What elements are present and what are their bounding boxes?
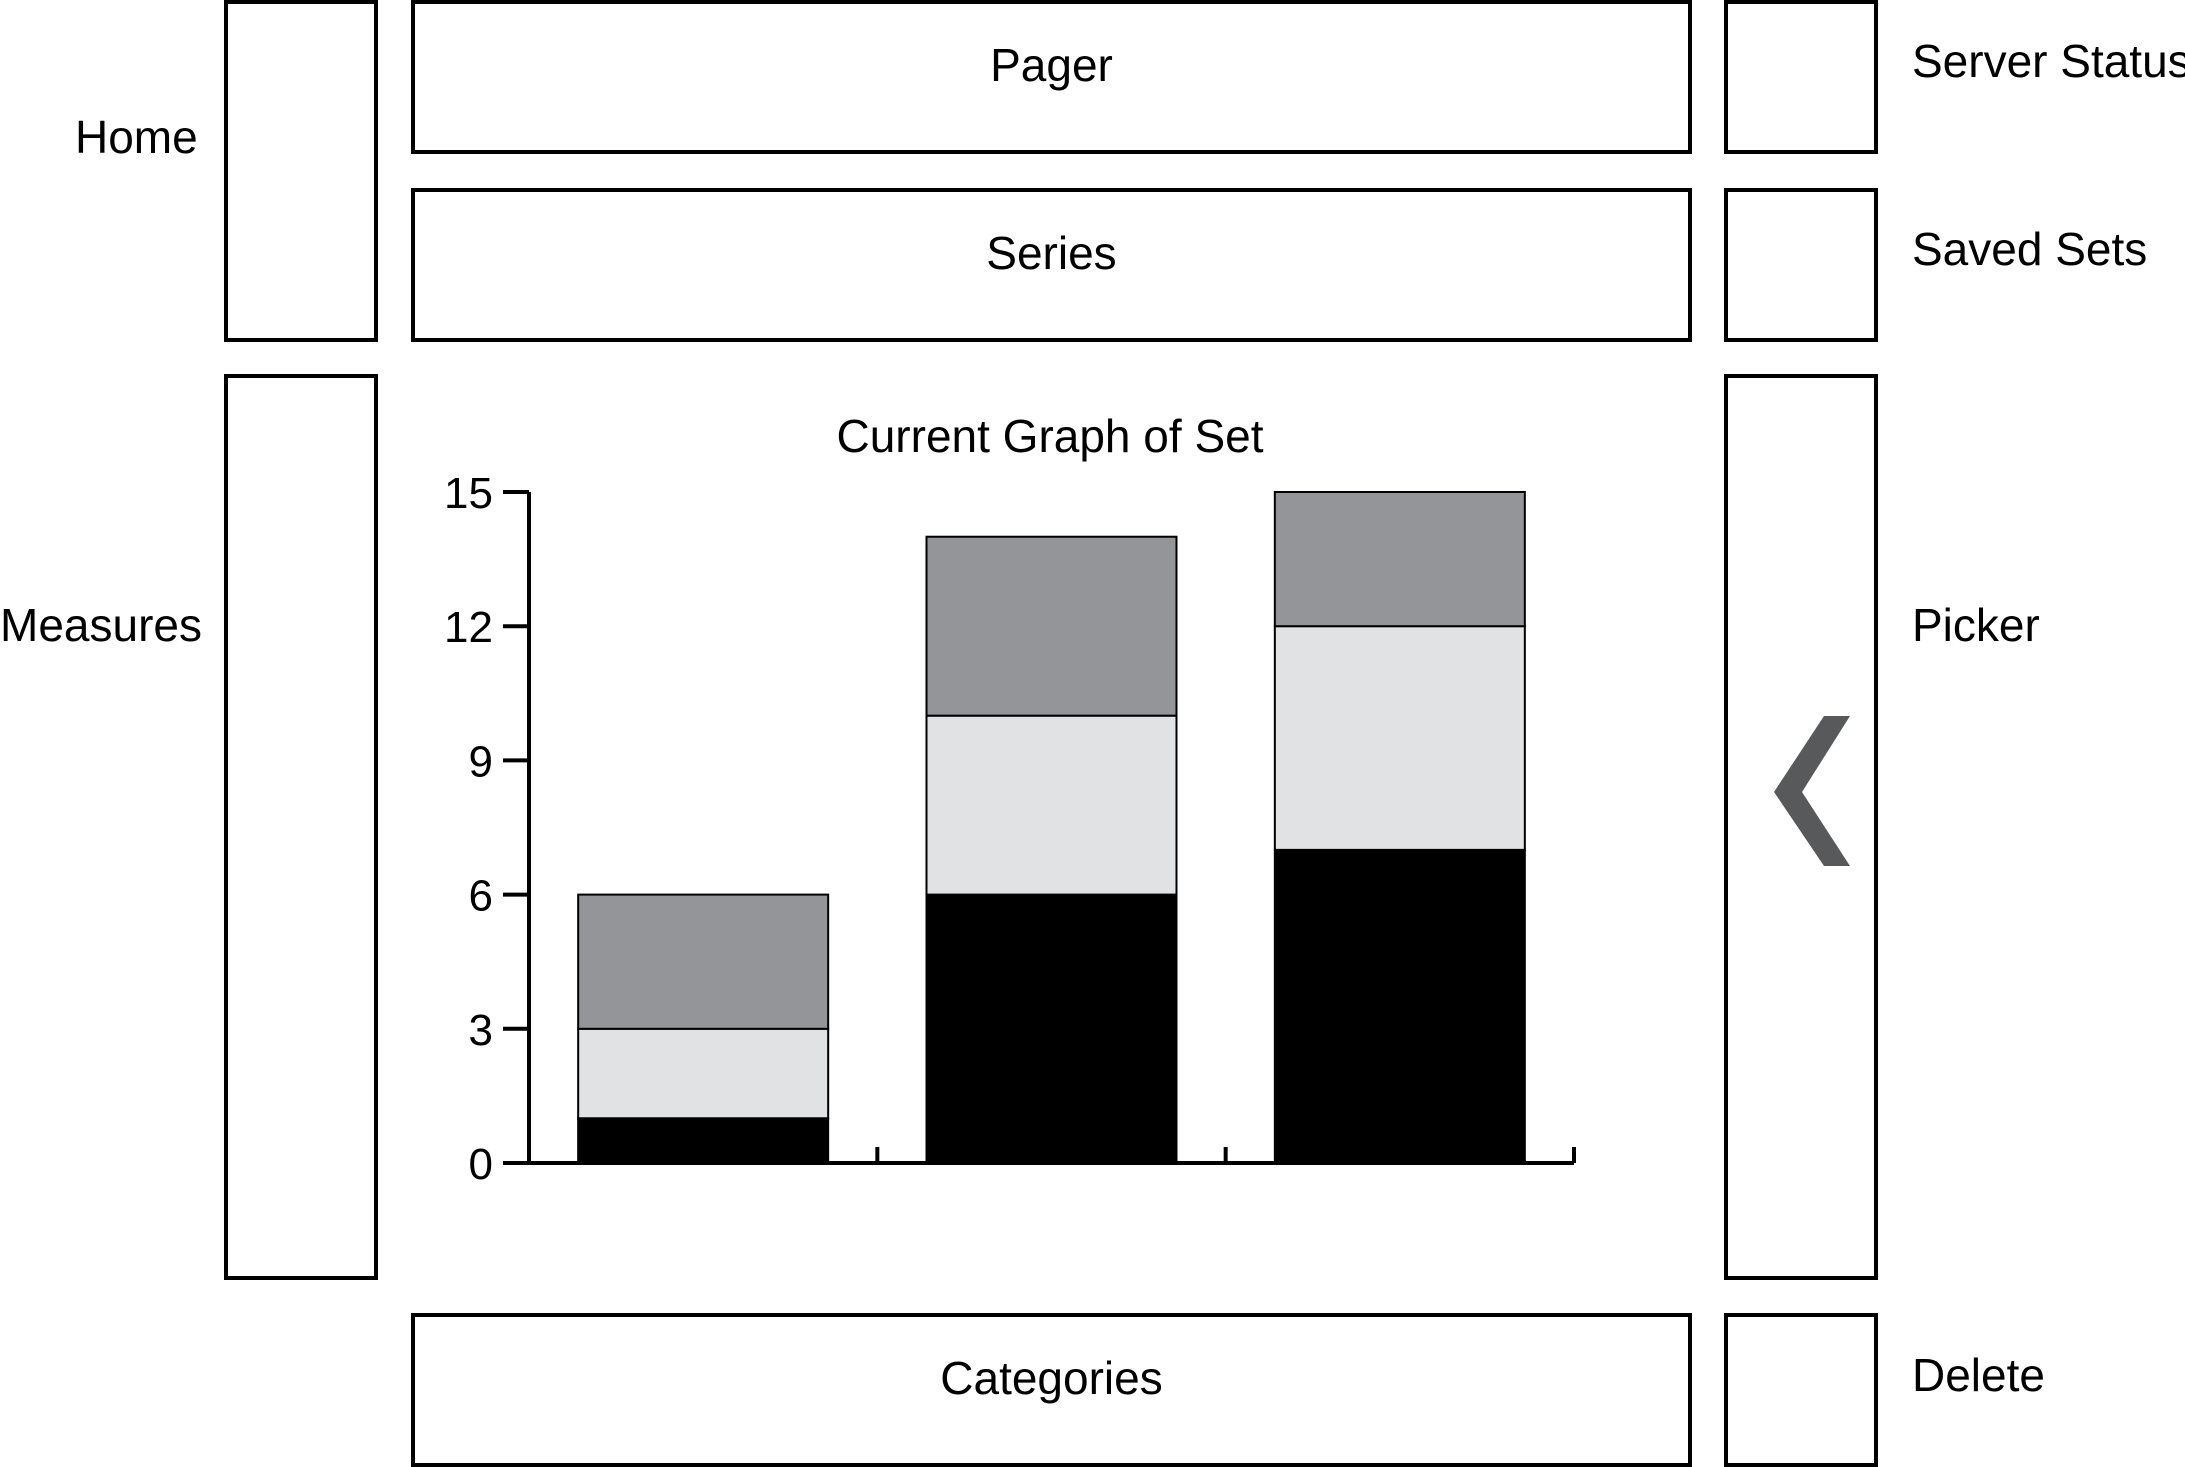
- server-status-label: Server Status: [1912, 35, 2185, 87]
- picker-panel[interactable]: [1724, 374, 1878, 1280]
- home-label: Home: [75, 111, 198, 163]
- bar-segment: [577, 893, 830, 1030]
- categories-label: Categories: [940, 1352, 1163, 1404]
- series-label: Series: [986, 227, 1117, 279]
- chevron-left-icon[interactable]: [1756, 716, 1856, 876]
- delete-label: Delete: [1912, 1349, 2045, 1401]
- pager-label: Pager: [990, 39, 1113, 91]
- y-tick-label: 12: [444, 603, 493, 652]
- series-panel[interactable]: Series: [411, 188, 1692, 342]
- y-tick-label: 15: [444, 469, 493, 518]
- bar-segment: [577, 1027, 830, 1120]
- bar-segment: [925, 893, 1178, 1164]
- chart-title: Current Graph of Set: [837, 410, 1264, 462]
- home-panel[interactable]: [224, 0, 378, 342]
- delete-panel[interactable]: [1724, 1313, 1878, 1467]
- saved-sets-panel[interactable]: [1724, 188, 1878, 342]
- y-tick-label: 3: [469, 1006, 493, 1055]
- bar-segment: [1273, 625, 1526, 851]
- pager-panel[interactable]: Pager: [411, 0, 1692, 154]
- bar-segment: [925, 714, 1178, 896]
- measures-label: Measures: [0, 599, 202, 651]
- measures-panel[interactable]: [224, 374, 378, 1280]
- server-status-panel[interactable]: [1724, 0, 1878, 154]
- categories-panel[interactable]: Categories: [411, 1313, 1692, 1467]
- bar-segment: [1273, 848, 1526, 1164]
- bar-segment: [925, 535, 1178, 717]
- chevron-shape: [1774, 716, 1850, 866]
- picker-label: Picker: [1912, 599, 2040, 651]
- bar-segment: [1273, 491, 1526, 628]
- y-tick-label: 6: [469, 872, 493, 921]
- y-tick-label: 9: [469, 737, 493, 786]
- saved-sets-label: Saved Sets: [1912, 223, 2148, 275]
- bar-segment: [577, 1117, 830, 1165]
- y-tick-label: 0: [469, 1140, 493, 1189]
